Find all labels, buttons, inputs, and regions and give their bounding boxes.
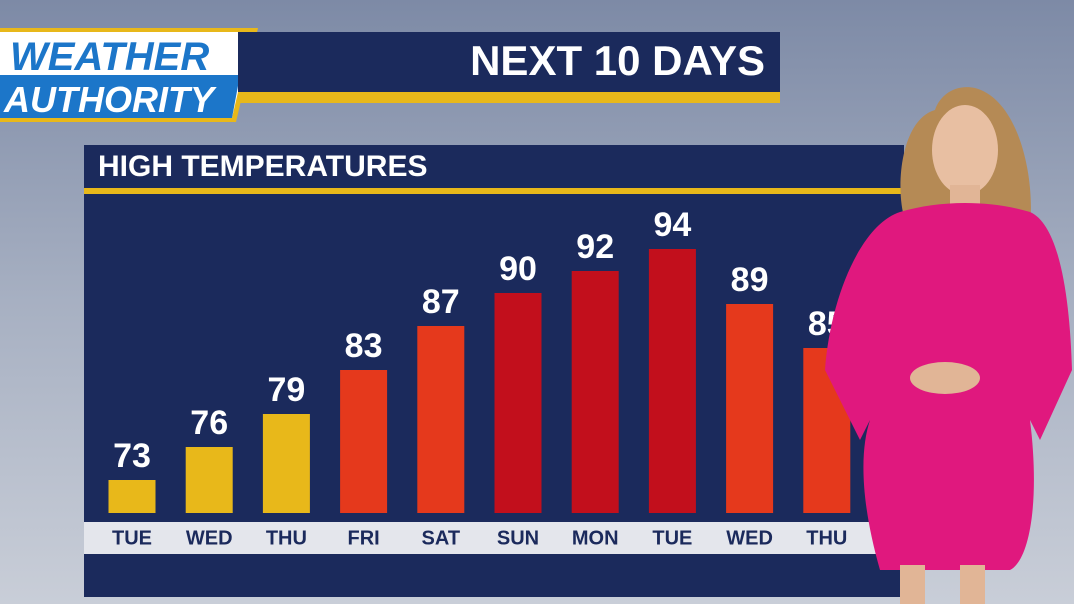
bar [340,370,388,513]
x-tick-label: WED [726,527,773,549]
value-label: 90 [499,250,537,288]
bar [494,293,542,513]
header-rule [238,92,780,103]
bars: 73 TUE 76 WED 79 THU 83 FRI 87 SAT 90 SUN 92 MON 94 TUE… [108,206,851,549]
x-tick-label: THU [806,527,847,549]
bar [108,480,156,513]
x-tick-label: MON [572,527,619,549]
x-tick-label: SUN [497,527,539,549]
x-tick-label: TUE [112,527,152,549]
value-label: 94 [653,206,691,244]
value-label: 92 [576,228,614,266]
bar [571,271,619,513]
bar [185,447,233,513]
x-tick-label: SAT [422,527,461,549]
bar [648,249,696,513]
presenter [825,87,1072,604]
value-label: 73 [113,437,151,475]
value-label: 83 [345,327,383,365]
header-title: NEXT 10 DAYS [470,37,765,84]
logo-text: AUTHORITY [3,79,217,120]
bar [417,326,465,513]
bar [262,414,310,513]
chart-title: HIGH TEMPERATURES [98,150,427,183]
category-strip [84,522,904,554]
value-label: 79 [267,371,305,409]
logo-text: WEATHER [10,35,209,79]
x-tick-label: FRI [347,527,379,549]
bar [726,304,774,513]
value-label: 87 [422,283,460,321]
value-label: 89 [731,261,769,299]
value-label: 76 [190,404,228,442]
header-bar [238,32,780,92]
x-tick-label: TUE [652,527,692,549]
x-tick-label: THU [266,527,307,549]
title-rule [84,188,904,194]
x-tick-label: WED [186,527,233,549]
logo-band [0,75,240,118]
